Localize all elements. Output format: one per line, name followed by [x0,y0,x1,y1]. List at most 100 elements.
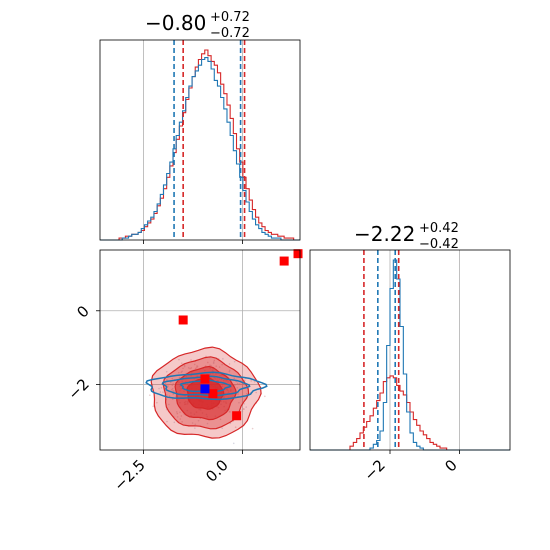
sample-point [243,403,245,405]
sample-point [206,422,209,425]
title-param1-value: −0.80 [145,11,206,35]
sample-point [229,411,231,413]
sample-point [176,416,179,418]
sample-point [189,367,191,370]
sample-point [177,371,180,374]
sample-point [221,427,224,430]
sample-point [179,418,182,420]
sample-point [218,366,221,368]
title-param2: −2.22 +0.42 −0.42 [354,221,459,252]
sample-point [228,369,231,372]
y-tick-labels-param2: 0 −2 [64,302,92,403]
x-tick-label-param2: 0 [441,456,460,475]
contour-blue-level [161,375,251,397]
sample-point [250,380,252,382]
red-marker [232,411,242,421]
x-tick-label-param1: −2.5 [110,456,148,494]
sample-point [180,415,183,417]
sample-point [181,362,183,364]
sample-point [166,379,168,381]
sample-point [233,377,236,380]
sample-point [178,376,181,379]
red-marker [279,256,289,266]
sample-point [228,363,231,365]
title-param1: −0.80 +0.72 −0.72 [145,10,250,41]
sample-point [193,363,196,366]
sample-point [221,363,223,366]
sample-point [191,422,194,424]
title-param2-value: −2.22 [354,222,415,246]
red-marker [200,374,210,384]
x-tick-labels-param2: −2 0 [360,456,460,484]
sample-point [237,393,239,396]
sample-point [187,367,190,369]
sample-point [194,427,196,429]
sample-point [168,395,171,397]
sample-point [215,365,218,367]
sample-point [212,361,215,363]
contour-blue-level [145,371,268,401]
sample-point [171,388,173,391]
sample-point [171,377,174,380]
sample-point [196,365,198,367]
sample-point [175,411,178,413]
sample-point [178,358,180,361]
sample-point [206,361,209,364]
title-param1-upper: +0.72 [210,10,250,25]
sample-point [166,394,168,396]
histogram-blue-series [100,57,300,241]
sample-point [173,390,175,392]
sample-point [171,398,174,400]
axes-frame [99,39,301,241]
plot-area [100,40,300,240]
sample-point [158,387,160,390]
sample-point [159,391,162,393]
sample-point [236,382,239,385]
sample-point [251,427,254,430]
title-param2-upper: +0.42 [419,221,459,236]
sample-point [183,364,186,367]
sample-point [255,391,257,394]
x-tick-label-param2: −2 [360,456,388,484]
sample-point [245,406,247,408]
sample-point [165,371,168,373]
red-marker [208,389,218,399]
sample-point [182,367,184,370]
axes-frame [99,249,301,451]
red-marker [293,249,303,259]
sample-point [169,381,172,384]
sample-point [219,418,222,421]
sample-point [190,367,193,369]
axes-frame [309,249,511,451]
x-tick-labels-param1: −2.5 0.0 [110,456,231,494]
sample-point [166,420,168,423]
sample-point [213,359,216,362]
sample-point [197,419,200,422]
red-marker [178,315,188,325]
sample-point [196,366,198,369]
sample-point [234,384,236,387]
sample-point [171,387,174,390]
sample-point [190,359,192,361]
sample-point [234,426,237,428]
histogram-param1-panel [99,39,301,244]
title-param1-lower: −0.72 [210,26,250,41]
sample-point [209,364,211,366]
y-tick-label-param2: 0 [73,302,92,321]
sample-point [183,365,186,368]
sample-point [236,386,239,389]
sample-point [253,380,256,383]
sample-point [194,423,197,426]
sample-point [171,384,174,387]
sample-point [245,392,248,395]
sample-point [176,412,179,415]
joint-density-panel [96,249,303,454]
sample-point [222,358,224,360]
sample-point [160,386,163,389]
sample-point [238,401,240,404]
x-tick-label-param1: 0.0 [202,456,232,486]
y-tick-label-param2: −2 [64,375,92,403]
title-param2-lower: −0.42 [419,237,459,252]
sample-point [181,421,183,423]
